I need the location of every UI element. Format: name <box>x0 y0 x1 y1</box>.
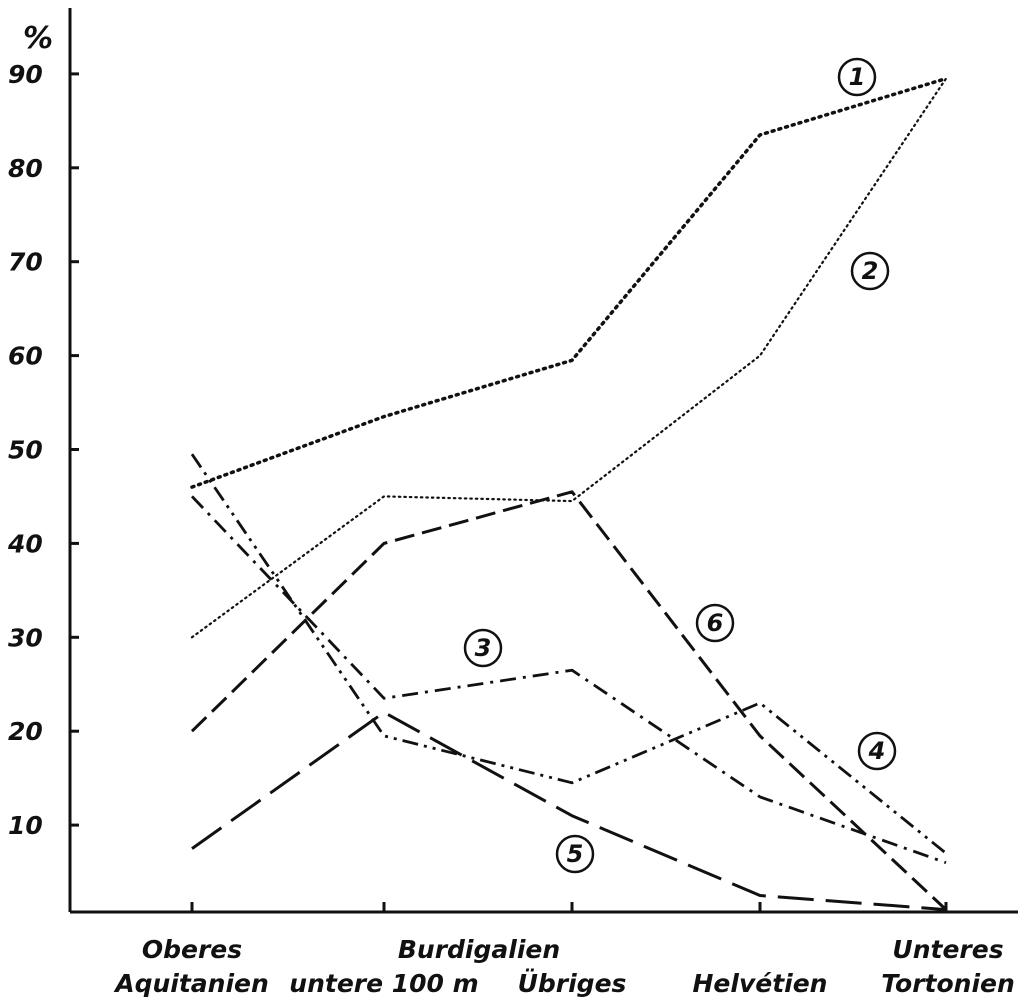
series-markers: 1 2 3 4 5 6 <box>463 57 897 874</box>
series-4-line <box>190 453 947 855</box>
axes <box>68 8 1018 914</box>
marker-circle <box>837 57 877 97</box>
series-5-line <box>191 710 947 912</box>
x-tick-label: Übriges <box>518 968 627 998</box>
y-axis-ticks: 10 20 30 40 50 60 70 80 90 <box>7 60 79 840</box>
series-1-marker: 1 <box>837 57 877 97</box>
y-tick-label: 50 <box>8 436 43 465</box>
y-tick-label: 40 <box>7 529 43 558</box>
series-6-marker: 6 <box>695 603 735 643</box>
marker-label: 6 <box>707 609 724 637</box>
y-tick-label: 70 <box>8 248 43 277</box>
marker-label: 1 <box>849 63 866 91</box>
x-tick-label: Aquitanien <box>113 969 269 998</box>
marker-label: 3 <box>475 634 492 662</box>
x-tick-label: Tortonien <box>881 969 1015 998</box>
series-2-marker: 2 <box>850 251 890 291</box>
y-tick-label: 10 <box>8 811 43 840</box>
x-tick-label: Oberes <box>142 935 242 964</box>
x-tick-label: Unteres <box>892 935 1003 964</box>
marker-label: 2 <box>862 257 879 285</box>
marker-circle <box>695 603 735 643</box>
marker-circle <box>857 731 897 771</box>
series-1-line <box>190 76 948 489</box>
series-5-marker: 5 <box>555 834 595 874</box>
series-6-line <box>190 490 948 911</box>
marker-circle <box>463 628 503 668</box>
y-tick-label: 30 <box>8 623 43 652</box>
marker-circle <box>850 251 890 291</box>
y-tick-label: 80 <box>8 154 43 183</box>
y-tick-label: 60 <box>8 342 43 371</box>
marker-circle <box>555 834 595 874</box>
x-group-label: Burdigalien <box>398 935 560 964</box>
series-3-marker: 3 <box>463 628 503 668</box>
y-tick-label: 20 <box>8 717 43 746</box>
x-tick-label: untere 100 m <box>289 969 478 998</box>
marker-label: 5 <box>567 840 584 868</box>
x-tick-label: Helvétien <box>693 969 828 998</box>
marker-label: 4 <box>868 737 886 765</box>
series-4-marker: 4 <box>857 731 897 771</box>
series-3-line <box>190 495 947 865</box>
y-tick-label: 90 <box>8 60 43 89</box>
series-2-line <box>190 77 948 639</box>
x-axis-ticks: Oberes Aquitanien untere 100 m Übriges Helvé… <box>113 902 1015 998</box>
series-lines <box>190 76 948 912</box>
y-axis-unit-label: % <box>23 21 53 56</box>
